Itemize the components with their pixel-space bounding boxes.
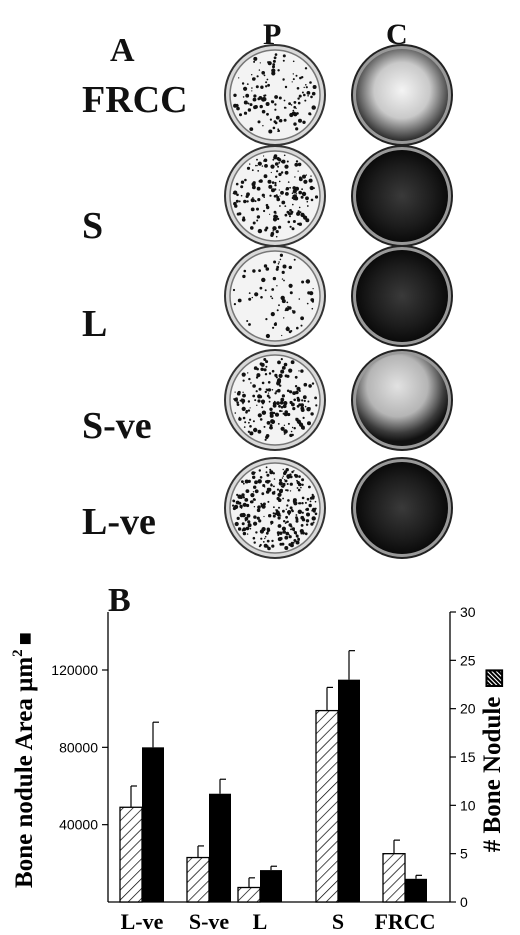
y2-tick-label: 15 [460, 749, 476, 765]
y2-tick-label: 10 [460, 797, 476, 813]
x-tick-label: S [332, 909, 344, 934]
y2-tick-label: 25 [460, 652, 476, 668]
dish-p [229, 49, 321, 141]
dish-c [356, 49, 448, 141]
bar-bone-nodule-area [405, 878, 427, 902]
dish-c [356, 150, 448, 242]
row-label-s: S [82, 205, 104, 247]
y2-tick-label: 5 [460, 846, 468, 862]
y-tick-label: 120000 [51, 662, 98, 678]
y-tick-label: 40000 [59, 817, 98, 833]
culture-dish-array [224, 44, 453, 559]
row-label-frcc: FRCC [82, 79, 188, 121]
row-label-l: L [82, 303, 108, 345]
bar-bone-nodule-area [209, 793, 231, 902]
y-tick-label: 80000 [59, 739, 98, 755]
dish-p-nodules [232, 253, 315, 339]
x-tick-label: FRCC [374, 909, 435, 934]
x-tick-label: L [253, 909, 268, 934]
y-axis-legend-symbol: ■ [12, 632, 37, 645]
bar-bone-nodule-count [382, 853, 406, 903]
panel-a-letter: A [110, 32, 135, 69]
dish-p [229, 462, 321, 554]
y2-axis-label: # Bone Nodule ▨ [479, 668, 506, 852]
y2-tick-label: 30 [460, 604, 476, 620]
y2-axis-legend-symbol: ▨ [480, 668, 505, 689]
y-axis-label-text: Bone nodule Area μm [11, 657, 38, 888]
dish-p [229, 250, 321, 342]
row-label-l-ve: L-ve [82, 501, 156, 543]
bar-bone-nodule-area [142, 747, 164, 902]
y2-tick-label: 20 [460, 701, 476, 717]
bar-bone-nodule-area [260, 870, 282, 902]
dish-c [356, 354, 448, 446]
dish-p-nodules [232, 466, 318, 551]
y2-tick-label: 0 [460, 894, 468, 910]
column-header-c: C [386, 18, 408, 51]
dish-c [356, 250, 448, 342]
bar-bone-nodule-count [119, 806, 143, 903]
y-axis-label: Bone nodule Area μm2 ■ [10, 632, 38, 888]
dish-p-nodules [233, 358, 318, 441]
bar-bone-nodule-count [315, 709, 339, 903]
dish-c [356, 462, 448, 554]
y-axis-label-superscript: 2 [10, 649, 26, 657]
column-header-p: P [263, 18, 282, 51]
bar-bone-nodule-area [338, 679, 360, 902]
row-label-s-ve: S-ve [82, 405, 152, 447]
x-tick-label: L-ve [121, 909, 164, 934]
panel-b-letter: B [108, 582, 131, 619]
bar-bone-nodule-count [186, 856, 210, 903]
dish-p-nodules [233, 53, 317, 134]
bar-bone-nodule-count [237, 886, 261, 903]
x-tick-label: S-ve [189, 909, 230, 934]
y2-axis-label-text: # Bone Nodule [479, 697, 506, 853]
dish-p-nodules [232, 154, 319, 238]
